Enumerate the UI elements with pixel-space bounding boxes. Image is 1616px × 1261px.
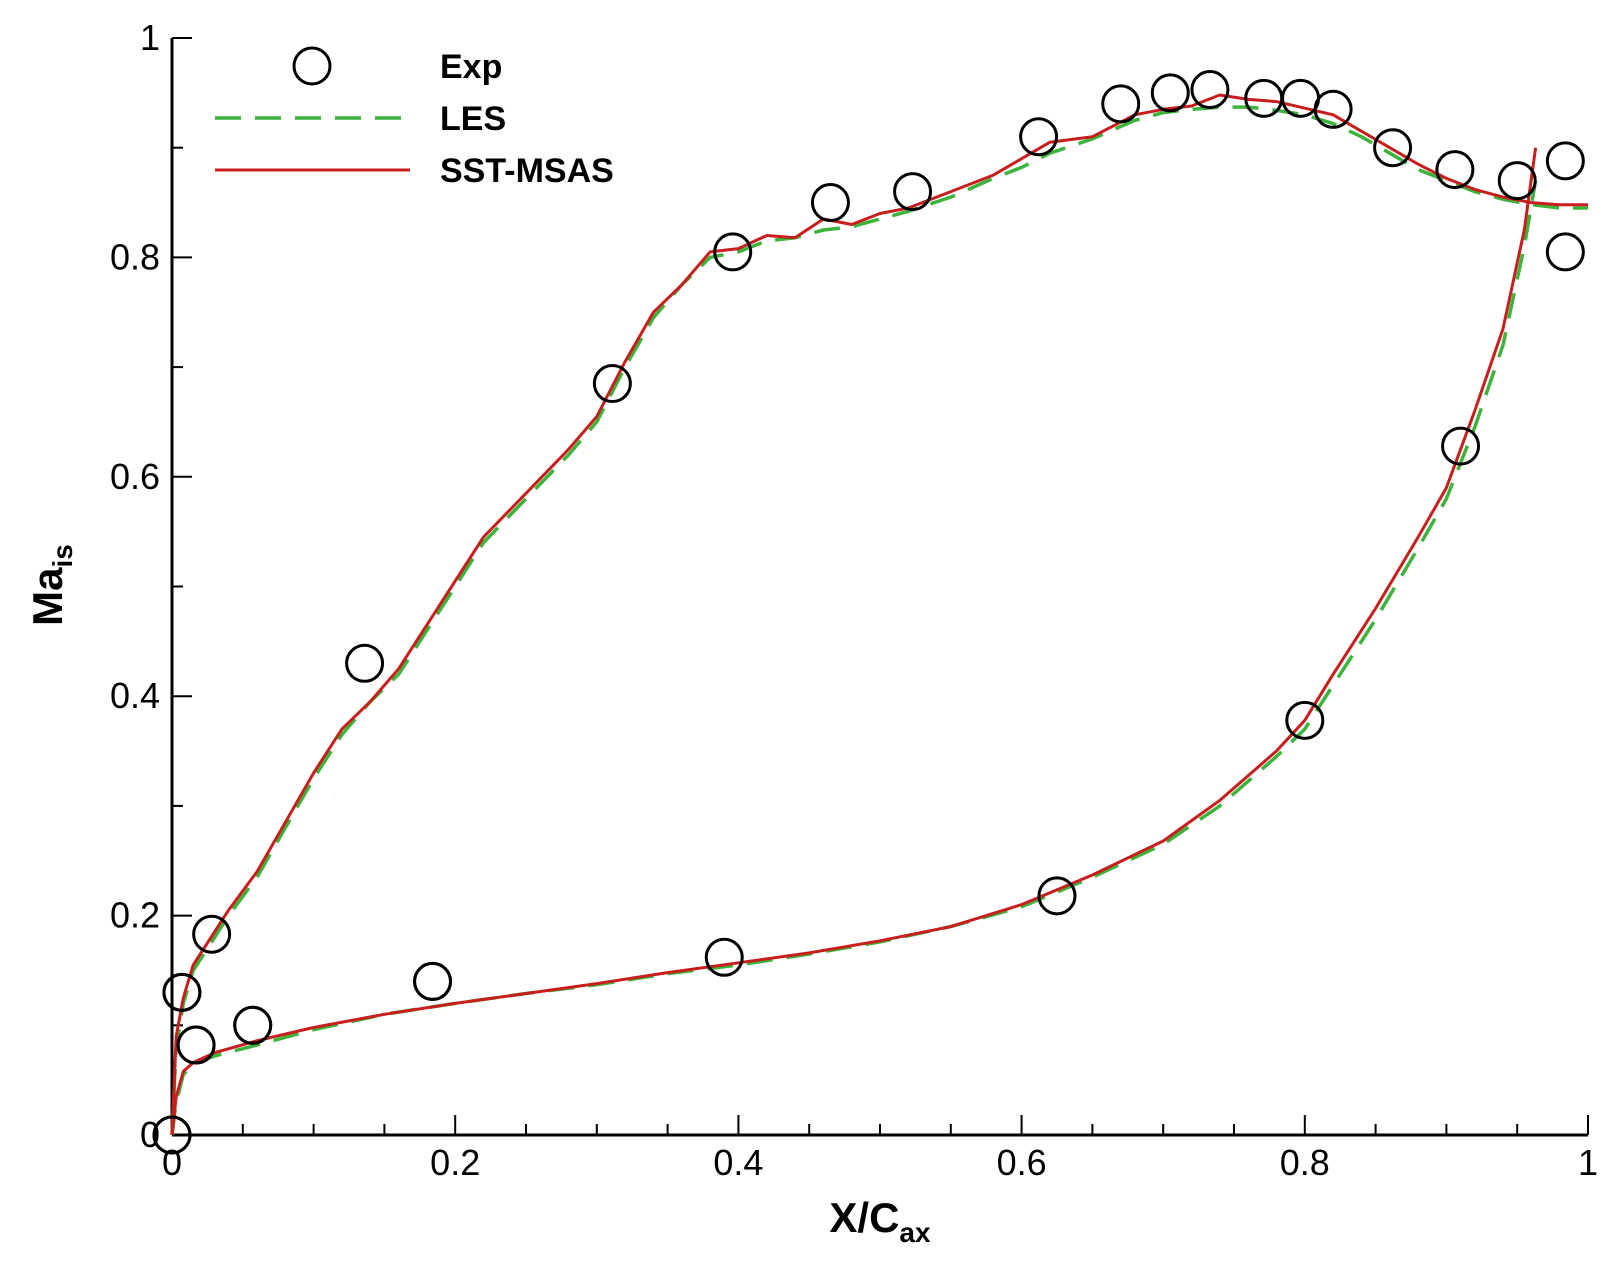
exp-point bbox=[1313, 89, 1353, 129]
exp-point bbox=[176, 1025, 216, 1065]
y-tick-label: 0.4 bbox=[110, 675, 160, 716]
x-tick-label: 0.6 bbox=[997, 1142, 1047, 1183]
sst-msas-curve bbox=[170, 147, 1538, 1136]
exp-point bbox=[162, 972, 202, 1012]
y-axis-title-subscript: is bbox=[47, 544, 78, 567]
x-tick-label: 1 bbox=[1578, 1142, 1598, 1183]
exp-point bbox=[893, 172, 933, 212]
y-axis-title: Mais bbox=[24, 544, 78, 626]
axis-labels: X/Cax Mais bbox=[24, 544, 931, 1248]
y-tick-label: 0.2 bbox=[110, 895, 160, 936]
les-curve bbox=[170, 105, 1588, 1136]
exp-point bbox=[1281, 78, 1321, 118]
exp-point bbox=[1373, 128, 1413, 168]
plot-area bbox=[170, 38, 1588, 1137]
exp-point bbox=[1441, 426, 1481, 466]
exp-point bbox=[704, 937, 744, 977]
y-tick-label: 0.8 bbox=[110, 236, 160, 277]
exp-point bbox=[1037, 876, 1077, 916]
x-axis-title: X/Cax bbox=[829, 1194, 931, 1248]
exp-point bbox=[713, 232, 753, 272]
y-tick-label: 0 bbox=[140, 1114, 160, 1155]
x-tick-label: 0 bbox=[162, 1142, 182, 1183]
exp-point bbox=[192, 914, 232, 954]
exp-point bbox=[1150, 73, 1190, 113]
x-axis-title-main: X/C bbox=[829, 1194, 899, 1241]
exp-point bbox=[413, 961, 453, 1001]
exp-point bbox=[1190, 70, 1230, 110]
legend-exp-symbol bbox=[292, 46, 332, 86]
y-tick-label: 1 bbox=[140, 17, 160, 58]
exp-point bbox=[233, 1005, 273, 1045]
exp-point bbox=[152, 1115, 192, 1155]
exp-point bbox=[1497, 161, 1537, 201]
y-tick-label: 0.6 bbox=[110, 456, 160, 497]
x-tick-label: 0.4 bbox=[713, 1142, 763, 1183]
exp-point bbox=[1101, 84, 1141, 124]
legend-label: LES bbox=[440, 100, 506, 138]
x-axis-title-subscript: ax bbox=[899, 1217, 931, 1248]
legend: Exp LES SST-MSAS bbox=[215, 46, 614, 190]
sst-msas-curve bbox=[170, 93, 1588, 1136]
exp-point bbox=[592, 364, 632, 404]
exp-markers bbox=[152, 70, 1585, 1155]
exp-point bbox=[1545, 232, 1585, 272]
exp-point bbox=[1285, 700, 1325, 740]
y-axis-title-main: Ma bbox=[24, 567, 71, 626]
data-curves bbox=[170, 93, 1588, 1136]
exp-point bbox=[1545, 141, 1585, 181]
x-tick-label: 0.8 bbox=[1280, 1142, 1330, 1183]
exp-point bbox=[810, 183, 850, 223]
legend-label: SST-MSAS bbox=[440, 152, 614, 190]
legend-label: Exp bbox=[440, 48, 502, 86]
exp-point bbox=[345, 643, 385, 683]
exp-point bbox=[1435, 150, 1475, 190]
axis-ticks: 0 0.2 0.4 0.6 0.8 1 0 0.2 0.4 0.6 0.8 1 bbox=[110, 17, 1598, 1183]
x-tick-label: 0.2 bbox=[430, 1142, 480, 1183]
exp-point bbox=[1019, 117, 1059, 157]
les-curve bbox=[170, 180, 1538, 1136]
